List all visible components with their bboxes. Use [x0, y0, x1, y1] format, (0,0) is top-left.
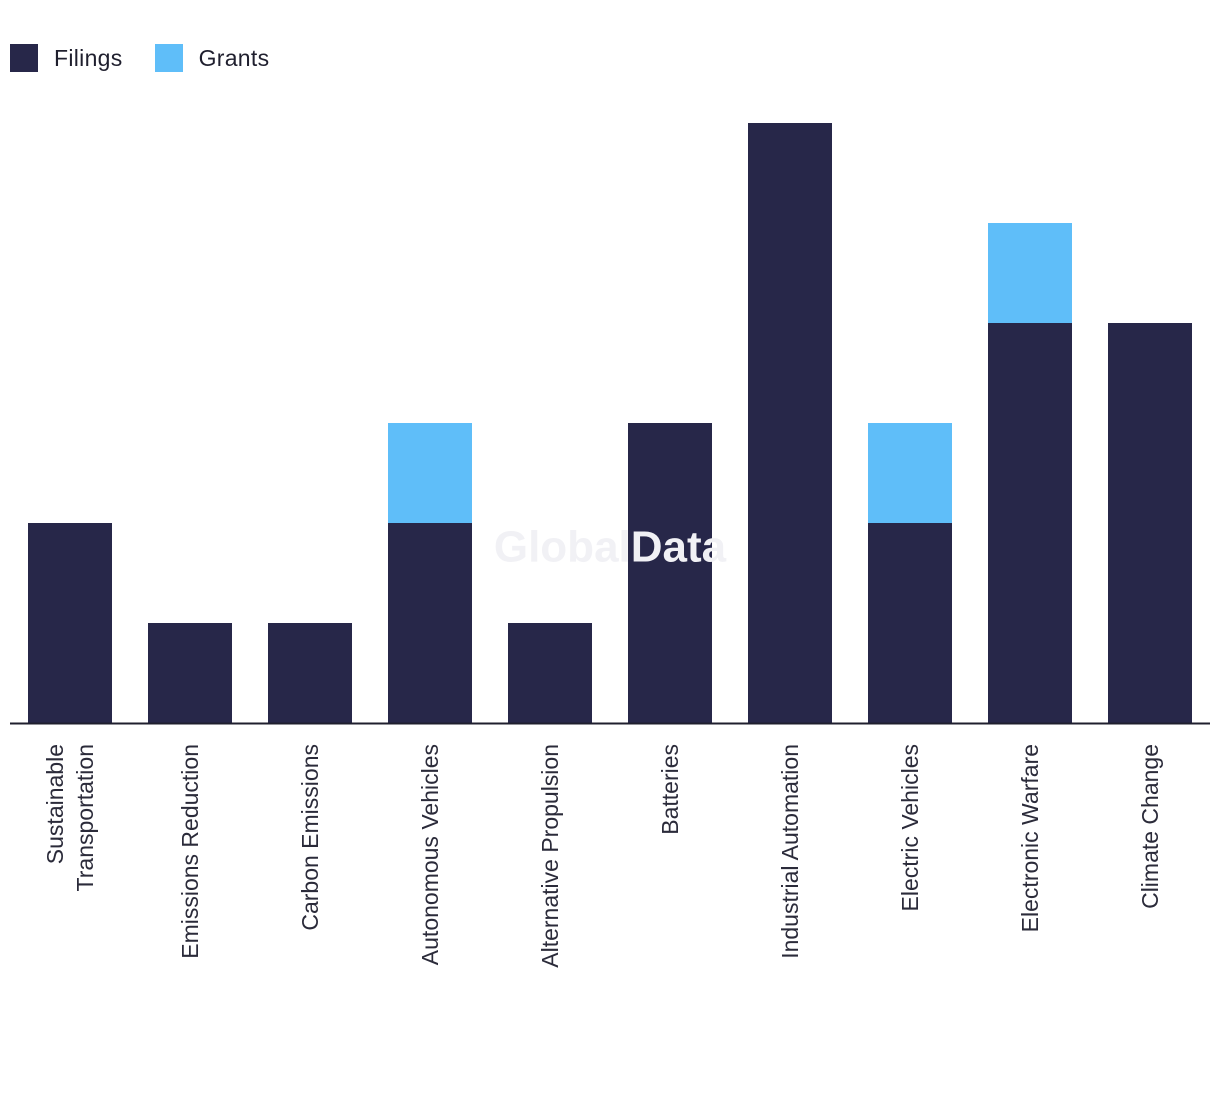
legend-label-filings: Filings — [54, 44, 123, 71]
x-tick-label-line: Electronic Warfare — [1017, 744, 1043, 932]
x-tick-labels: Sustainable Transportation Emissions Reduc… — [42, 744, 1163, 968]
x-tick-label-line: Emissions Reduction — [177, 744, 203, 959]
x-tick-label-5: Batteries — [657, 744, 683, 835]
bar-filings-3 — [388, 523, 472, 723]
x-tick-label-line: Alternative Propulsion — [537, 744, 563, 968]
bar-grants-3 — [388, 423, 472, 523]
x-tick-label-8: Electronic Warfare — [1017, 744, 1043, 932]
x-tick-label-2: Carbon Emissions — [297, 744, 323, 931]
bar-grants-7 — [868, 423, 952, 523]
bar-filings-9 — [1108, 323, 1192, 723]
x-tick-label-line: Carbon Emissions — [297, 744, 323, 931]
x-tick-label-4: Alternative Propulsion — [537, 744, 563, 968]
x-tick-label-0: Sustainable Transportation — [42, 744, 98, 891]
bar-filings-1 — [148, 623, 232, 723]
legend-swatch-grants — [154, 44, 183, 72]
bar-filings-4 — [508, 623, 592, 723]
x-tick-label-6: Industrial Automation — [777, 744, 803, 959]
bar-grants-8 — [988, 223, 1072, 323]
watermark: GlobalData — [494, 523, 727, 572]
x-tick-label-line: Industrial Automation — [777, 744, 803, 959]
x-tick-label-line: Electric Vehicles — [897, 744, 923, 911]
legend: Filings Grants — [10, 44, 301, 72]
x-tick-label-1: Emissions Reduction — [177, 744, 203, 959]
x-tick-label-line: Climate Change — [1137, 744, 1163, 909]
legend-item-filings: Filings — [10, 44, 123, 72]
bars-group — [28, 123, 1192, 723]
bar-filings-6 — [748, 123, 832, 723]
x-tick-label-line: Autonomous Vehicles — [417, 744, 443, 965]
x-tick-label-line: Transportation — [72, 744, 98, 891]
x-tick-label-7: Electric Vehicles — [897, 744, 923, 911]
x-tick-label-line: Sustainable — [42, 744, 68, 864]
bar-filings-8 — [988, 323, 1072, 723]
bar-filings-7 — [868, 523, 952, 723]
bar-filings-2 — [268, 623, 352, 723]
x-tick-label-9: Climate Change — [1137, 744, 1163, 909]
bar-filings-0 — [28, 523, 112, 723]
x-tick-label-line: Batteries — [657, 744, 683, 835]
legend-label-grants: Grants — [198, 44, 270, 71]
x-tick-label-3: Autonomous Vehicles — [417, 744, 443, 965]
legend-swatch-filings — [10, 44, 38, 72]
bar-filings-5 — [628, 423, 712, 723]
legend-item-grants: Grants — [154, 44, 270, 72]
